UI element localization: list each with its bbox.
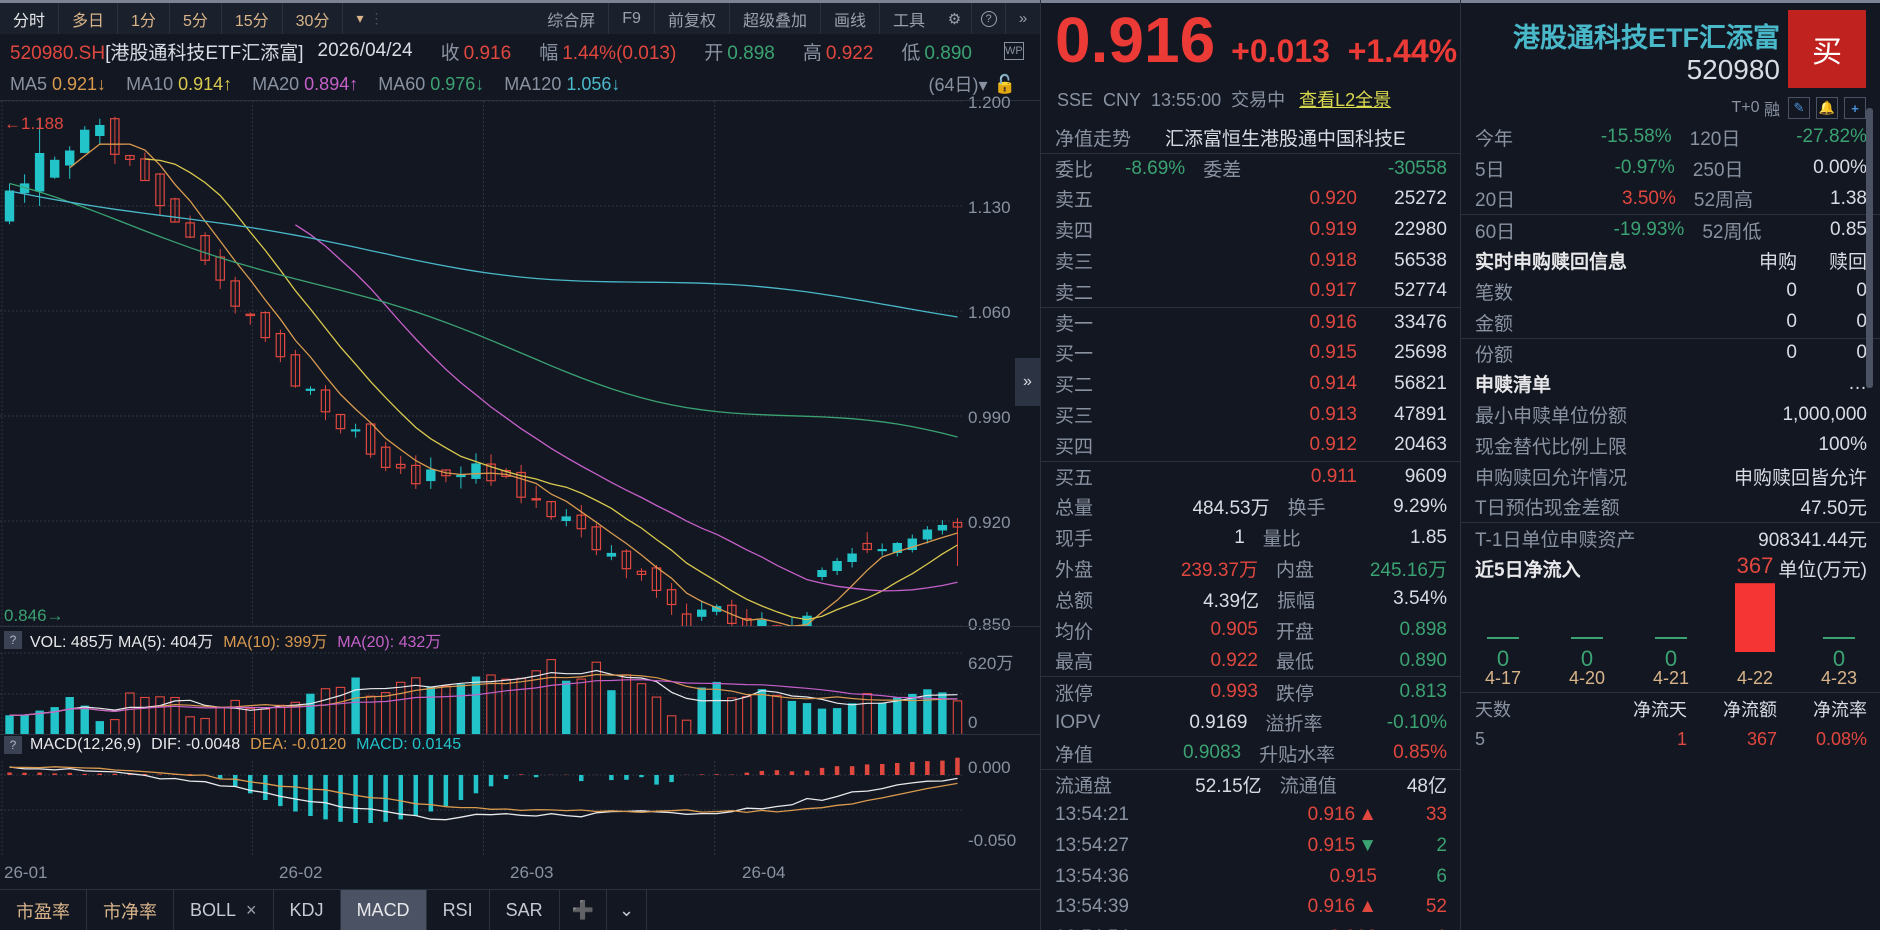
svg-text:367: 367 (1737, 557, 1774, 578)
